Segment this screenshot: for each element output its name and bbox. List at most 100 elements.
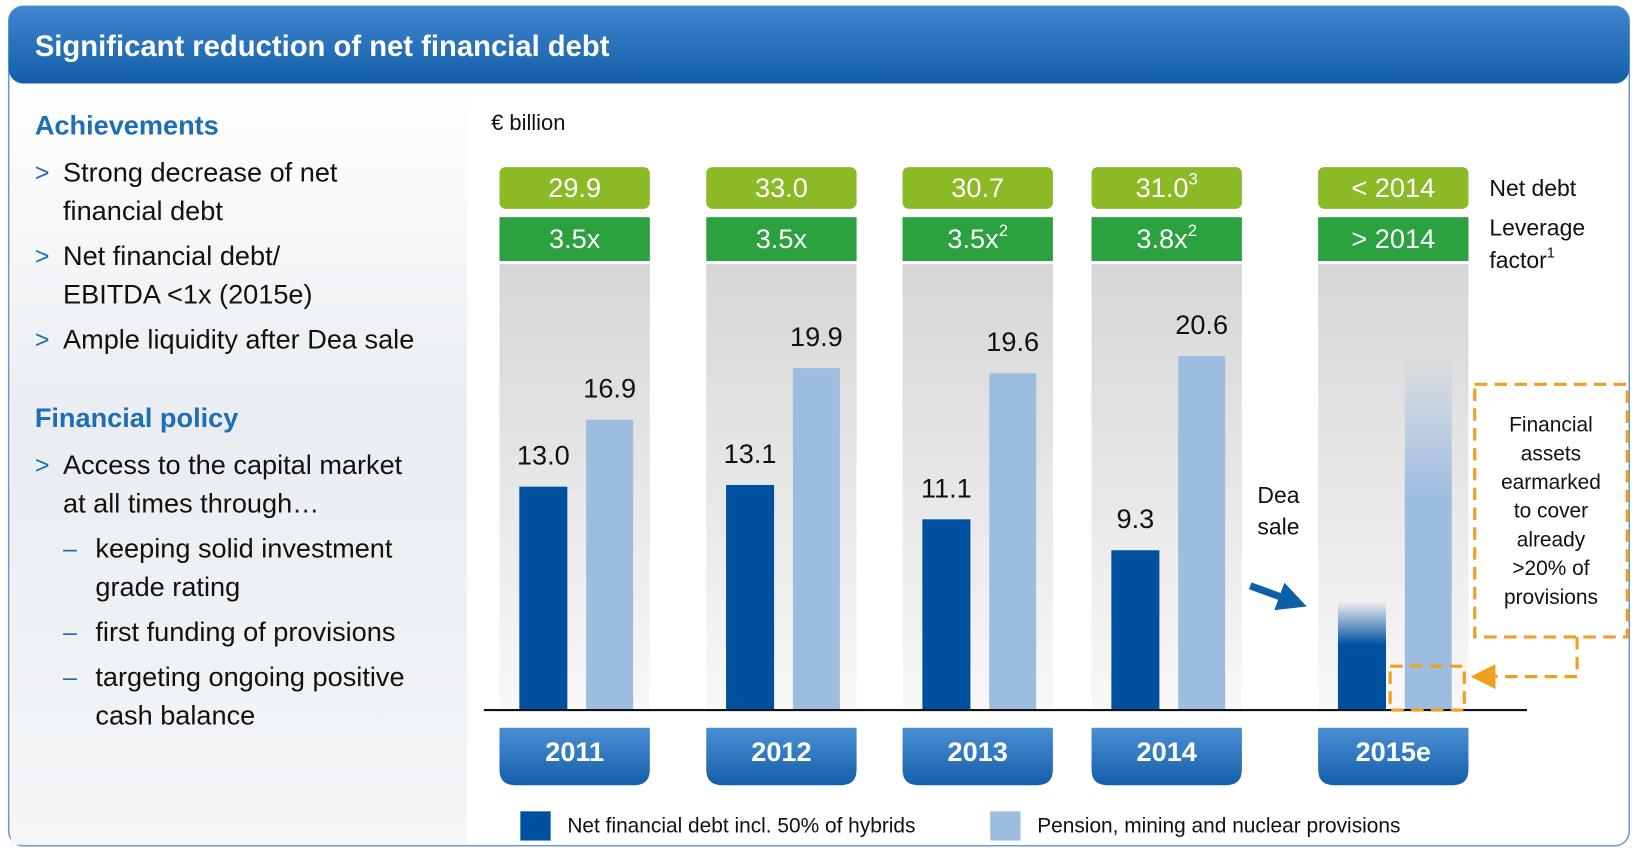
row-value-text: 3.5x — [947, 223, 999, 254]
year-tab — [902, 727, 1053, 786]
bullet-text: targeting ongoing positive — [95, 661, 404, 692]
bullet: > — [35, 451, 50, 479]
bar — [726, 484, 775, 711]
row-box — [1091, 217, 1242, 262]
annotation: already — [1517, 528, 1586, 551]
bullet-text: Net financial debt/ — [63, 240, 281, 271]
sidebar-bg — [10, 83, 468, 845]
row-label: Leverage — [1489, 215, 1585, 241]
x-tick-label: 2015e — [1356, 736, 1431, 767]
value-label: 11.1 — [921, 472, 972, 503]
annotation: earmarked — [1501, 471, 1601, 494]
annotation: to cover — [1514, 500, 1588, 523]
annotation: assets — [1521, 442, 1581, 465]
row-box — [706, 217, 857, 262]
row-box — [499, 217, 650, 262]
row-value: > 2014 — [1351, 223, 1435, 254]
row-value: 3.5x — [756, 223, 808, 254]
row-label-text: Net debt — [1489, 175, 1576, 201]
bullet-text: grade rating — [95, 571, 240, 602]
bar — [519, 486, 568, 711]
value-label: 19.9 — [790, 321, 843, 352]
bullet-text: first funding of provisions — [95, 616, 395, 647]
row-value-text: > 2014 — [1351, 223, 1435, 254]
row-box — [1318, 167, 1469, 209]
year-tab — [1318, 727, 1469, 786]
legend-swatch — [990, 811, 1021, 841]
legend-label: Pension, mining and nuclear provisions — [1037, 814, 1400, 837]
row-box — [1318, 217, 1469, 262]
bullet-text: cash balance — [95, 700, 255, 731]
row-box — [706, 167, 857, 209]
chart: € billion29.93.5x13.016.9201133.03.5x13.… — [483, 110, 1601, 841]
bar — [1111, 550, 1160, 711]
row-value-text: 3.8x — [1136, 223, 1188, 254]
annotation: provisions — [1504, 586, 1598, 609]
section-heading: Financial policy — [35, 402, 238, 433]
bullet-text: Ample liquidity after Dea sale — [63, 324, 414, 355]
row-value: 3.8x2 — [1136, 221, 1197, 254]
bar — [1337, 601, 1386, 711]
annotation: >20% of — [1512, 557, 1589, 580]
legend-swatch — [520, 811, 551, 841]
row-box — [902, 167, 1053, 209]
note-box — [1473, 382, 1629, 639]
row-label-text: factor — [1489, 247, 1547, 273]
bullet-text: Access to the capital market — [63, 449, 403, 480]
bullet: > — [35, 326, 50, 354]
row-note: 2 — [1188, 221, 1197, 240]
bullet: – — [63, 618, 77, 646]
bullet: – — [63, 663, 77, 691]
bar — [586, 419, 634, 711]
x-tick-label: 2014 — [1137, 736, 1197, 767]
bar — [792, 368, 840, 711]
row-label: Net debt — [1489, 175, 1576, 201]
annotation: sale — [1257, 513, 1299, 539]
row-box — [499, 167, 650, 209]
row-value-text: 3.5x — [549, 223, 601, 254]
unit-label: € billion — [491, 110, 565, 135]
row-value: 29.9 — [548, 172, 601, 203]
bullet: – — [63, 535, 77, 563]
x-tick-label: 2011 — [545, 736, 604, 767]
value-label: 13.0 — [517, 440, 570, 471]
row-note: 3 — [1188, 170, 1197, 189]
annotation: Financial — [1509, 414, 1593, 437]
section-heading: Achievements — [35, 110, 219, 141]
x-tick-label: 2013 — [948, 736, 1008, 767]
annotation: Dea — [1257, 482, 1299, 508]
bar — [989, 373, 1037, 711]
row-note: 2 — [999, 221, 1008, 240]
row-value: 3.5x — [549, 223, 601, 254]
x-tick-label: 2012 — [751, 736, 811, 767]
dea-arrow — [1248, 582, 1307, 611]
row-box — [1091, 167, 1242, 209]
bullet-text: keeping solid investment — [95, 532, 393, 563]
row-label: factor1 — [1489, 246, 1555, 274]
bar — [922, 519, 971, 711]
value-label: 9.3 — [1117, 503, 1155, 534]
bullet-text: EBITDA <1x (2015e) — [63, 279, 313, 310]
value-label: 20.6 — [1175, 309, 1228, 340]
value-label: 19.6 — [986, 326, 1039, 357]
bullet-text: at all times through… — [63, 488, 319, 519]
row-label-text: Leverage — [1489, 215, 1585, 241]
bullet: > — [35, 243, 50, 271]
row-value: 30.7 — [951, 172, 1004, 203]
bullet: > — [35, 159, 50, 187]
bullet-text: Strong decrease of net — [63, 157, 338, 188]
row-value-text: < 2014 — [1351, 172, 1435, 203]
year-tab — [499, 727, 650, 786]
row-value-text: 31.0 — [1136, 172, 1189, 203]
row-label-note: 1 — [1547, 246, 1555, 262]
legend-label: Net financial debt incl. 50% of hybrids — [567, 814, 915, 837]
year-tab — [706, 727, 857, 786]
row-value: < 2014 — [1351, 172, 1435, 203]
value-label: 13.1 — [724, 438, 777, 469]
bar — [1178, 356, 1226, 711]
bullet-text: financial debt — [63, 195, 223, 226]
year-tab — [1091, 727, 1242, 786]
note-arrow — [1470, 636, 1579, 690]
